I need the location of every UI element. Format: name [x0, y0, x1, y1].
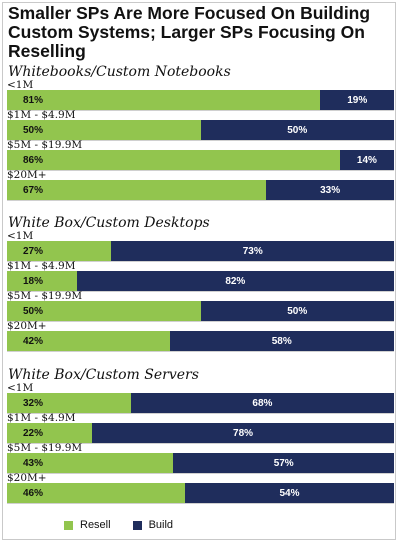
- category-label: $5M - $19.9M: [7, 139, 83, 151]
- bar-segment-build: 50%: [200, 120, 394, 140]
- legend-label-resell: Resell: [80, 519, 111, 531]
- category-label: <1M: [7, 230, 34, 242]
- bar-segment-build: 19%: [320, 90, 394, 110]
- bar-row: 81% 19%: [7, 90, 394, 111]
- bar-row: 50% 50%: [7, 301, 394, 322]
- category-label: <1M: [7, 79, 34, 91]
- bar-segment-build: 68%: [130, 393, 394, 413]
- panel-title: White Box/Custom Servers: [8, 367, 199, 383]
- legend-swatch-build: [132, 520, 142, 530]
- bar-segment-build: 78%: [92, 423, 394, 443]
- bar-segment-build: 57%: [173, 453, 394, 473]
- bar-segment-resell: 43%: [7, 453, 174, 473]
- chart-frame: [2, 2, 396, 540]
- bar-segment-resell: 46%: [7, 483, 186, 503]
- bar-segment-build: 50%: [200, 301, 394, 321]
- bar-segment-build: 82%: [76, 271, 394, 291]
- legend-label-build: Build: [148, 519, 174, 531]
- panel-title: Whitebooks/Custom Notebooks: [8, 64, 231, 80]
- bar-segment-resell: 22%: [7, 423, 93, 443]
- bar-segment-resell: 32%: [7, 393, 131, 413]
- bar-segment-build: 33%: [266, 180, 394, 200]
- bar-segment-resell: 18%: [7, 271, 77, 291]
- panel-title: White Box/Custom Desktops: [8, 215, 210, 231]
- bar-segment-build: 54%: [185, 483, 394, 503]
- bar-segment-resell: 50%: [7, 120, 201, 140]
- bar-row: 32% 68%: [7, 393, 394, 414]
- bar-row: 67% 33%: [7, 180, 394, 201]
- chart-title: Smaller SPs Are More Focused On Building…: [8, 3, 371, 61]
- bar-row: 46% 54%: [7, 483, 394, 504]
- category-label: $20M+: [7, 320, 47, 332]
- category-label: $1M - $4.9M: [7, 260, 76, 272]
- category-label: $20M+: [7, 169, 47, 181]
- bar-row: 86% 14%: [7, 150, 394, 171]
- legend-item-resell: Resell: [64, 519, 111, 531]
- category-label: <1M: [7, 382, 34, 394]
- bar-row: 18% 82%: [7, 271, 394, 292]
- bar-segment-resell: 27%: [7, 241, 112, 261]
- category-label: $1M - $4.9M: [7, 412, 76, 424]
- bar-segment-resell: 42%: [7, 331, 170, 351]
- bar-segment-resell: 81%: [7, 90, 321, 110]
- bar-segment-build: 73%: [111, 241, 394, 261]
- bar-segment-resell: 86%: [7, 150, 340, 170]
- category-label: $1M - $4.9M: [7, 109, 76, 121]
- bar-row: 22% 78%: [7, 423, 394, 444]
- bar-row: 43% 57%: [7, 453, 394, 474]
- bar-row: 50% 50%: [7, 120, 394, 141]
- bar-segment-build: 58%: [169, 331, 394, 351]
- bar-row: 27% 73%: [7, 241, 394, 262]
- legend: Resell Build: [64, 519, 195, 531]
- bar-segment-build: 14%: [339, 150, 394, 170]
- category-label: $5M - $19.9M: [7, 442, 83, 454]
- bar-segment-resell: 50%: [7, 301, 201, 321]
- legend-item-build: Build: [132, 519, 174, 531]
- legend-swatch-resell: [64, 520, 73, 530]
- bar-segment-resell: 67%: [7, 180, 267, 200]
- category-label: $20M+: [7, 472, 47, 484]
- category-label: $5M - $19.9M: [7, 290, 83, 302]
- bar-row: 42% 58%: [7, 331, 394, 352]
